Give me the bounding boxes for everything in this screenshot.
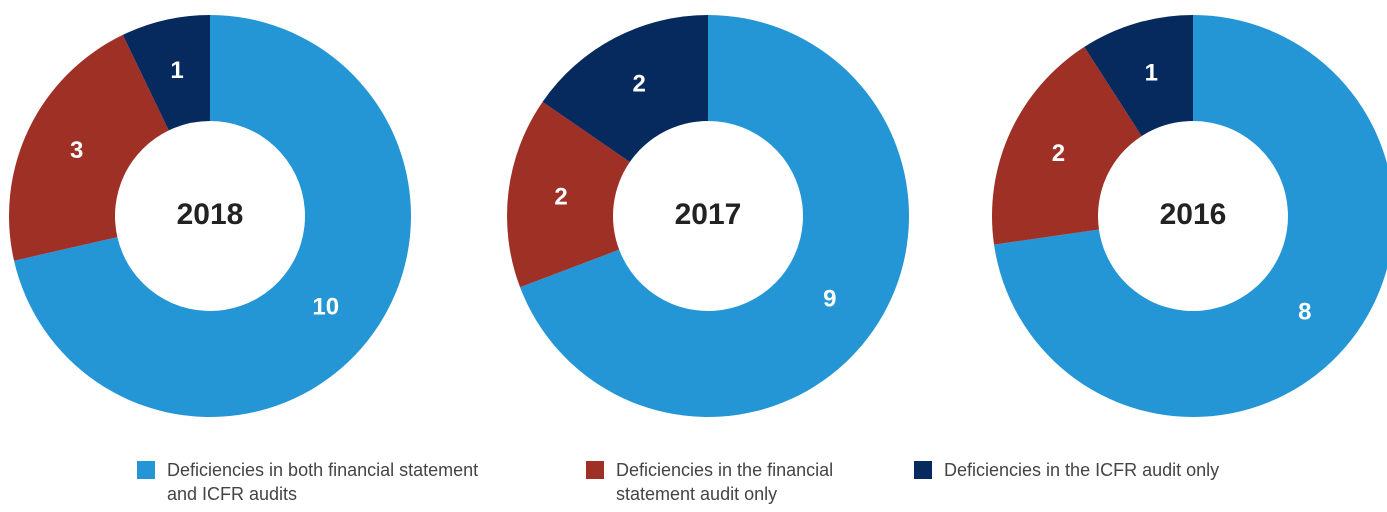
- legend-item: Deficiencies in the financial statement …: [586, 458, 886, 506]
- donut-slice: [122, 15, 210, 131]
- legend-item: Deficiencies in both financial statement…: [137, 458, 537, 506]
- legend-label: Deficiencies in the financial statement …: [616, 460, 834, 504]
- value-label: 9: [823, 285, 836, 312]
- value-label: 8: [1298, 298, 1311, 325]
- center-label: 2018: [177, 198, 244, 231]
- donut-slice: [9, 34, 169, 261]
- legend-swatch: [137, 461, 155, 479]
- value-label: 2: [554, 184, 567, 211]
- donut-slice: [992, 46, 1142, 245]
- donut-slice: [542, 15, 708, 163]
- donut-slice: [14, 15, 411, 418]
- center-label: 2017: [675, 198, 742, 231]
- donut-slice: [1084, 15, 1193, 137]
- value-label: 1: [170, 57, 183, 84]
- legend-label: Deficiencies in the ICFR audit only: [944, 460, 1220, 480]
- charts: 10 3 1 2018 9 2 2 2017 8 2 1 2016: [9, 15, 1387, 418]
- legend-swatch: [586, 461, 604, 479]
- value-label: 1: [1145, 59, 1158, 86]
- value-label: 2: [1052, 140, 1065, 167]
- center-label: 2016: [1160, 198, 1227, 231]
- donut-slice: [520, 15, 909, 417]
- legend-label: Deficiencies in both financial statement…: [167, 460, 479, 504]
- legend-swatch: [914, 461, 932, 479]
- value-label: 10: [312, 294, 339, 321]
- value-label: 3: [70, 137, 83, 164]
- donut-slice: [994, 15, 1387, 417]
- value-label: 2: [633, 70, 646, 97]
- legend-item: Deficiencies in the ICFR audit only: [914, 458, 1334, 482]
- donut-slice: [507, 101, 630, 288]
